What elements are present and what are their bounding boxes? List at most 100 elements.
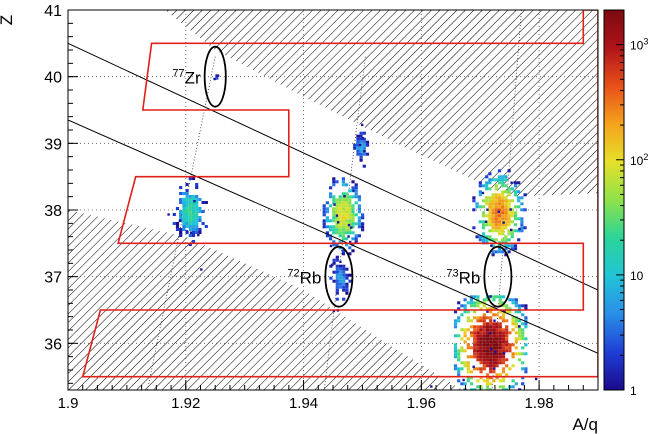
bin <box>501 295 506 299</box>
bin <box>497 175 502 179</box>
bin <box>215 76 219 80</box>
bin <box>338 210 342 214</box>
bin <box>497 214 502 218</box>
plot-area <box>68 10 598 390</box>
bin <box>345 198 349 202</box>
diagonal-line-0 <box>68 42 598 291</box>
bin <box>476 325 480 329</box>
bin <box>485 238 489 242</box>
bin <box>338 231 342 235</box>
bin <box>466 316 470 320</box>
bin <box>345 216 349 220</box>
bin <box>479 325 483 329</box>
bin <box>473 388 477 390</box>
bin <box>341 216 345 220</box>
bin <box>497 232 502 236</box>
bin-outlier <box>518 227 521 231</box>
bin <box>485 298 490 302</box>
bin <box>469 298 474 302</box>
bin <box>494 211 498 215</box>
bin <box>466 355 470 359</box>
bin <box>492 322 496 326</box>
bin <box>511 298 515 302</box>
bin <box>489 361 493 365</box>
bin <box>329 225 333 229</box>
bin <box>198 198 202 201</box>
bin <box>476 319 480 323</box>
bin <box>473 343 477 347</box>
bin <box>482 364 486 368</box>
bin <box>342 285 346 289</box>
bin-outlier <box>513 181 516 184</box>
bin <box>354 201 358 205</box>
bin <box>198 210 202 213</box>
bin <box>354 222 358 226</box>
bin <box>460 313 464 317</box>
bin <box>492 340 496 344</box>
bin <box>195 207 199 210</box>
bin <box>356 140 360 144</box>
bin <box>505 331 509 335</box>
bin <box>497 199 502 203</box>
bin <box>463 310 467 314</box>
isotope-label-2: 73Rb <box>446 268 480 288</box>
bin <box>481 220 486 224</box>
bin <box>517 337 522 341</box>
bin <box>476 340 480 344</box>
bin <box>191 177 196 180</box>
bin <box>341 228 345 232</box>
bin <box>472 196 476 200</box>
bin <box>513 217 518 221</box>
bin-outlier <box>337 221 340 224</box>
bin <box>335 255 339 259</box>
bin <box>501 334 506 338</box>
bin <box>489 346 493 350</box>
bin <box>345 276 349 280</box>
bin <box>498 343 502 347</box>
bin <box>504 214 508 218</box>
bin <box>338 213 342 217</box>
bin <box>466 301 470 305</box>
bin <box>348 225 352 229</box>
bin <box>361 228 365 232</box>
bin <box>201 201 205 204</box>
bin <box>476 328 480 332</box>
bin <box>517 217 521 221</box>
bin <box>489 316 493 320</box>
bin <box>501 226 505 230</box>
bin <box>357 219 361 223</box>
bin <box>494 229 498 233</box>
bin <box>492 364 496 368</box>
y-tick-label-3: 39 <box>44 136 62 153</box>
bin <box>191 222 196 225</box>
bin <box>332 210 336 214</box>
bin <box>182 222 186 225</box>
bin <box>514 382 518 386</box>
bin <box>498 352 502 356</box>
bin <box>508 343 512 347</box>
colorbar-ticks: 1 10 102 103 <box>616 9 648 398</box>
x-axis-label: A/q <box>572 415 598 434</box>
bin <box>507 202 511 206</box>
bin <box>510 244 514 248</box>
bin <box>517 199 521 203</box>
bin <box>508 346 512 350</box>
bin <box>476 337 480 341</box>
bin <box>342 276 346 280</box>
bin <box>463 340 467 344</box>
bin <box>473 346 477 350</box>
bin <box>463 361 467 365</box>
bin-outlier <box>489 295 492 298</box>
bin <box>501 184 505 188</box>
bin <box>351 213 355 217</box>
bin <box>476 346 480 350</box>
bin <box>469 382 474 386</box>
bin <box>198 219 202 222</box>
bin <box>524 343 528 347</box>
bin <box>348 252 352 256</box>
bin <box>497 178 502 182</box>
bin <box>453 334 458 338</box>
bin <box>359 137 363 141</box>
bin <box>494 193 498 197</box>
bin <box>495 352 499 356</box>
